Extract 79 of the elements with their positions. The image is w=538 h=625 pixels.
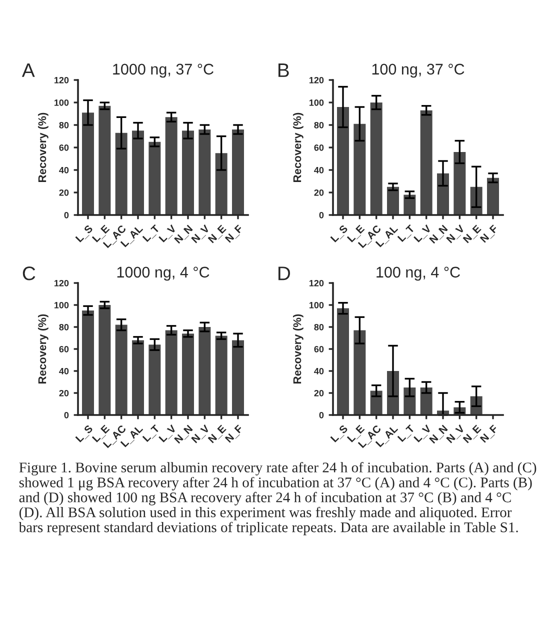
bar	[82, 310, 94, 415]
bar	[487, 178, 499, 215]
y-tick-label: 60	[314, 346, 324, 352]
y-tick-label: 60	[314, 144, 324, 151]
caption: Figure 1. Bovine serum albumin recovery rate after 24 h of incubation. Parts (A) and (C) showed 1 μg BSA recovery after 24 h of incubation at 37 °C (A) and 4 °C (C). Parts (B) and (D) showed 100 ng BSA recovery after 24 h of incubation at 37 °C (B) and 4 °C (D). All BSA solution used in this experiment was freshly made and aliquoted. Error bars represent standard deviations of triplicate repeats. Data are available in Table S1.	[18, 462, 536, 536]
bar	[215, 153, 228, 215]
y-tick-label: 0	[319, 212, 324, 218]
bar	[115, 324, 128, 415]
bar	[148, 142, 161, 215]
y-tick-label: 80	[59, 122, 69, 128]
bar	[354, 124, 366, 215]
y-axis-title: Recovery (%)	[293, 314, 304, 384]
bar	[198, 327, 211, 415]
x-tick-label: L_S	[330, 424, 349, 444]
bar	[98, 106, 111, 215]
text: A	[22, 64, 35, 77]
bar	[337, 308, 349, 415]
y-tick-label: 100	[309, 302, 324, 308]
y-tick-label: 80	[314, 122, 324, 128]
y-axis-title: Recovery (%)	[38, 314, 48, 384]
bar	[232, 130, 244, 215]
y-tick-label: 20	[314, 390, 324, 396]
bar	[437, 173, 449, 215]
y-tick-label: 40	[314, 166, 324, 174]
y-tick-label: 40	[314, 368, 324, 374]
y-tick-label: 120	[309, 280, 324, 286]
text: C	[22, 266, 36, 280]
x-tick-label: L_S	[75, 424, 94, 444]
bar	[420, 110, 432, 215]
y-tick-label: 40	[59, 166, 69, 174]
y-tick-label: 120	[309, 76, 324, 84]
bar	[420, 388, 432, 415]
bar	[454, 152, 466, 215]
x-tick-label: L_S	[75, 224, 94, 244]
chart-title: 1000 ng, 37 °C	[113, 64, 214, 78]
y-tick-label: 80	[59, 324, 69, 330]
bar	[132, 130, 144, 215]
y-tick-label: 120	[54, 280, 69, 286]
bar	[182, 334, 194, 415]
bar	[404, 388, 416, 415]
bar	[165, 117, 178, 215]
bar	[370, 390, 382, 415]
bar	[98, 305, 111, 415]
y-tick-label: 60	[59, 144, 69, 151]
bar	[215, 336, 228, 415]
y-tick-label: 20	[59, 189, 69, 196]
bar	[115, 132, 128, 215]
y-tick-label: 0	[64, 212, 69, 218]
bar	[148, 344, 161, 415]
y-axis-title: Recovery (%)	[293, 112, 304, 182]
y-tick-label: 100	[54, 99, 69, 106]
bar	[165, 330, 178, 415]
y-tick-label: 0	[64, 412, 69, 418]
y-tick-label: 100	[309, 99, 324, 106]
chart-title: 100 ng, 4 °C	[376, 266, 460, 281]
bar	[337, 107, 349, 215]
bar	[132, 340, 144, 415]
bar	[182, 130, 194, 215]
bar	[354, 330, 366, 415]
bar	[232, 340, 244, 415]
bar	[198, 130, 211, 215]
bar	[370, 102, 382, 215]
y-axis-title: Recovery (%)	[38, 112, 48, 182]
chart-title: 1000 ng, 4 °C	[117, 266, 210, 281]
y-tick-label: 80	[314, 324, 324, 330]
y-tick-label: 120	[54, 76, 69, 84]
bar	[404, 194, 416, 215]
y-tick-label: 20	[59, 390, 69, 396]
chart-title: 100 ng, 37 °C	[372, 64, 464, 78]
y-tick-label: 100	[54, 302, 69, 308]
bar	[387, 186, 399, 215]
y-tick-label: 20	[314, 189, 324, 196]
y-tick-label: 40	[59, 368, 69, 374]
y-tick-label: 0	[319, 412, 324, 418]
text: D	[278, 266, 290, 280]
bar	[82, 112, 94, 215]
text: B	[278, 64, 289, 77]
y-tick-label: 60	[59, 346, 69, 352]
x-tick-label: L_S	[330, 224, 349, 244]
